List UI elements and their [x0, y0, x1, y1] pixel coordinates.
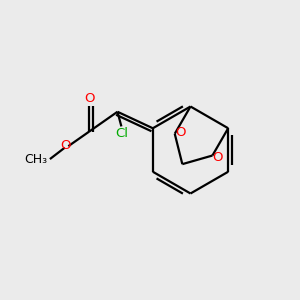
Text: O: O — [175, 126, 185, 139]
Text: O: O — [84, 92, 94, 105]
Text: O: O — [213, 152, 223, 164]
Text: CH₃: CH₃ — [24, 153, 47, 166]
Text: Cl: Cl — [115, 128, 128, 140]
Text: O: O — [61, 139, 71, 152]
